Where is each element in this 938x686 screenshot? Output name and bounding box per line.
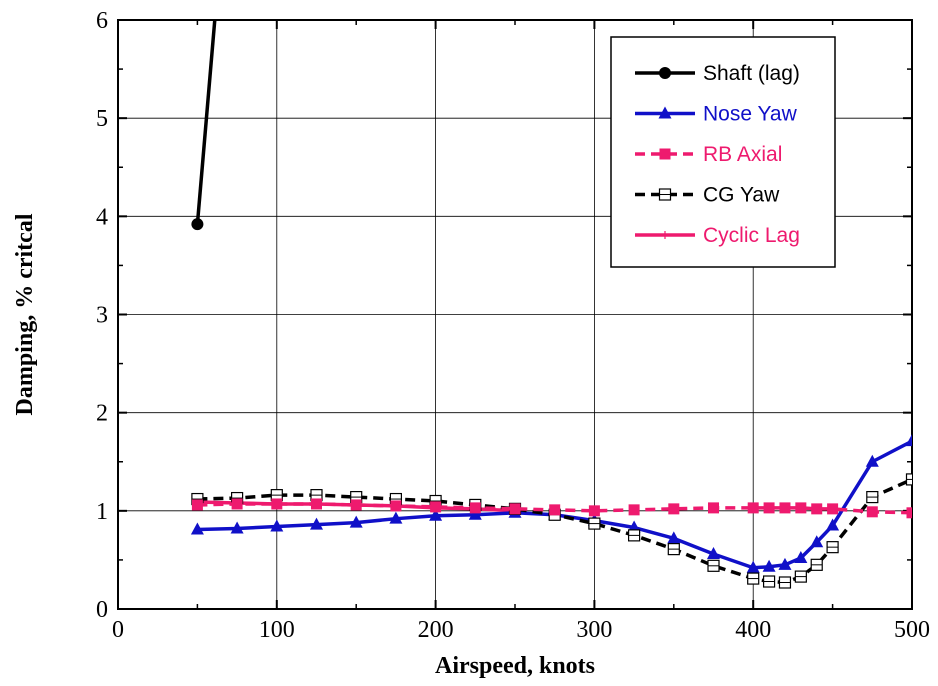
x-tick-label: 500 <box>894 617 930 643</box>
data-point <box>270 519 284 532</box>
legend-marker <box>659 148 671 160</box>
data-point <box>588 505 600 517</box>
legend-marker <box>658 106 672 119</box>
data-point <box>746 560 760 573</box>
data-point <box>747 502 759 514</box>
data-point <box>794 570 807 583</box>
data-point <box>191 218 204 231</box>
x-tick-label: 400 <box>735 617 771 643</box>
data-point <box>866 490 879 504</box>
data-point <box>350 499 362 511</box>
x-tick-label: 0 <box>112 617 124 643</box>
y-tick-label: 0 <box>96 597 108 623</box>
data-point <box>231 498 243 510</box>
y-tick-label: 4 <box>96 204 108 230</box>
x-tick-label: 200 <box>418 617 454 643</box>
legend-marker <box>659 67 671 79</box>
legend-label: CG Yaw <box>703 184 780 207</box>
data-point <box>707 559 720 572</box>
data-point <box>826 518 840 531</box>
legend-item: CG Yaw <box>635 184 780 207</box>
series-line <box>197 477 912 585</box>
data-point <box>389 511 403 524</box>
data-point <box>866 506 878 518</box>
data-point <box>667 531 681 544</box>
data-point <box>468 507 482 520</box>
data-point <box>667 543 680 556</box>
data-point <box>627 529 641 542</box>
data-point <box>588 517 601 530</box>
data-point <box>811 503 823 515</box>
data-point <box>906 507 912 519</box>
series-rb-axial <box>191 498 912 519</box>
data-point <box>271 498 283 510</box>
data-point <box>190 522 204 535</box>
data-point <box>509 503 521 515</box>
legend-marker <box>661 231 669 239</box>
legend-item: Nose Yaw <box>635 103 798 126</box>
series <box>190 20 912 589</box>
data-point <box>349 515 363 528</box>
data-point <box>469 502 481 514</box>
legend-item: RB Axial <box>635 143 782 166</box>
data-point <box>429 508 443 521</box>
x-tick-label: 300 <box>576 617 612 643</box>
data-point <box>763 502 775 514</box>
series-nose-yaw <box>190 434 912 573</box>
y-tick-label: 5 <box>96 106 108 132</box>
data-point <box>762 559 776 572</box>
data-point <box>668 503 680 515</box>
data-point <box>827 503 839 515</box>
data-point <box>826 541 839 554</box>
data-point <box>311 498 322 510</box>
series-shaft-lag <box>191 20 217 231</box>
data-point <box>310 517 323 530</box>
data-point <box>905 473 912 486</box>
data-point <box>707 547 720 560</box>
legend-box <box>610 36 836 268</box>
data-point <box>549 504 561 516</box>
y-axis-title: Damping, % critcal <box>12 213 38 415</box>
series-line <box>197 439 912 570</box>
y-tick-label: 6 <box>96 8 108 34</box>
data-point <box>795 502 807 514</box>
series-line <box>195 20 217 225</box>
legend-item: Cyclic Lag <box>635 224 800 247</box>
data-point <box>390 500 402 512</box>
data-point <box>905 434 912 447</box>
data-point <box>778 557 792 570</box>
x-tick-label: 100 <box>259 617 295 643</box>
data-point <box>865 454 879 467</box>
data-point <box>779 502 791 514</box>
legend-label: Shaft (lag) <box>703 62 800 85</box>
data-point <box>762 575 776 588</box>
data-point <box>191 499 203 511</box>
data-point <box>778 576 792 589</box>
legend-item: Shaft (lag) <box>635 62 800 85</box>
y-tick-label: 1 <box>96 499 108 525</box>
tick-labels: 0 100 200 300 400 500 0 1 2 3 4 5 6 <box>96 8 930 643</box>
data-point <box>810 535 824 548</box>
legend-marker <box>658 188 672 201</box>
data-point <box>747 572 760 585</box>
data-point <box>430 501 442 513</box>
data-point <box>708 502 719 514</box>
y-tick-label: 3 <box>96 303 108 329</box>
data-point <box>794 550 808 563</box>
axis-ticks <box>117 19 913 610</box>
data-point <box>628 504 640 516</box>
legend: Shaft (lag) Nose Yaw RB Axial CG Yaw Cyclic … <box>610 36 836 268</box>
series-line <box>197 502 912 515</box>
x-axis-title: Airspeed, knots <box>435 653 595 679</box>
legend-label: Cyclic Lag <box>703 224 800 247</box>
y-tick-label: 2 <box>96 401 108 427</box>
data-point <box>810 558 823 571</box>
legend-label: RB Axial <box>703 143 782 166</box>
legend-label: Nose Yaw <box>703 103 798 126</box>
series-cg-yaw <box>191 473 912 589</box>
data-point <box>230 521 244 534</box>
